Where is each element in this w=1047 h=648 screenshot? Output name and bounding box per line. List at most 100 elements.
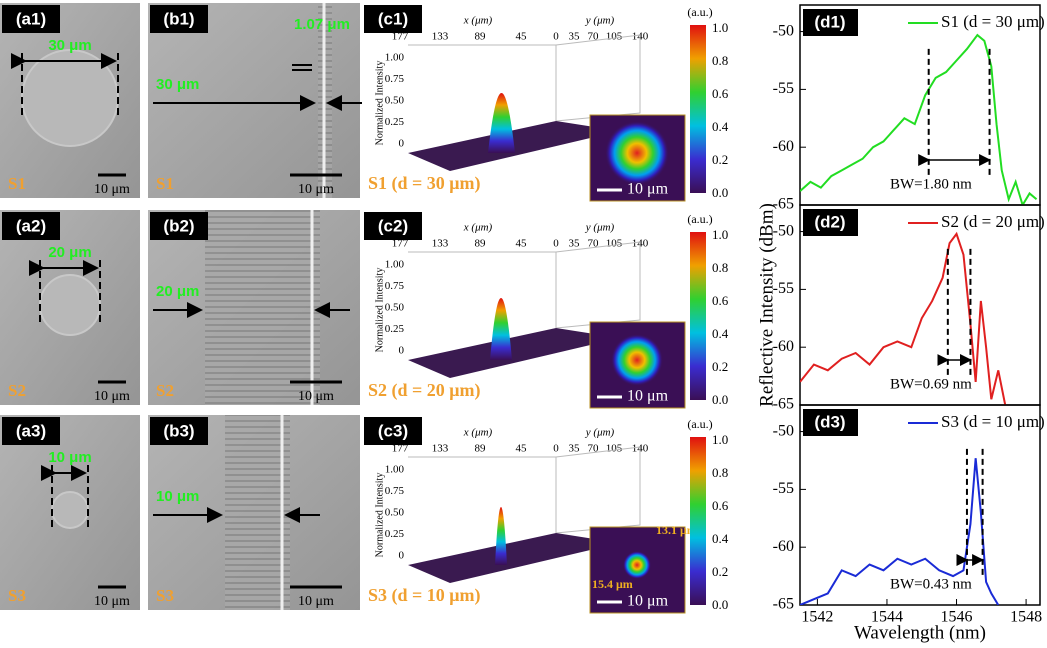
peak [490, 298, 512, 360]
colorbar-tick: 0.2 [712, 564, 728, 579]
panel-label: (a1) [16, 9, 46, 28]
colorbar [690, 25, 706, 193]
y-tick-label: -50 [773, 22, 794, 39]
caption: S2 (d = 20 μm) [368, 380, 480, 401]
y-tick-label: 105 [606, 31, 623, 43]
z-tick-label: 0 [399, 345, 405, 357]
x-tick-label: 45 [516, 31, 528, 43]
inset-scale-label: 10 μm [627, 593, 669, 610]
y-tick-label: -55 [773, 480, 794, 497]
scale-label: 10 μm [94, 182, 130, 197]
figure: (a1)30 μmS110 μm(a2)20 μmS210 μm(a3)10 μ… [0, 0, 1047, 648]
sample-label: S3 [8, 586, 26, 605]
colorbar-tick: 0.8 [712, 53, 728, 68]
z-tick-label: 0.50 [385, 95, 405, 107]
z-tick-label: 0.50 [385, 507, 405, 519]
y-tick-label: -55 [773, 80, 794, 97]
z-tick-label: 0.25 [385, 528, 405, 540]
colorbar-tick: 0.8 [712, 465, 728, 480]
inset-scale-label: 10 μm [627, 388, 669, 405]
z-tick-label: 1.00 [385, 259, 405, 271]
y-tick-label: -65 [773, 596, 794, 613]
x-tick-label: 89 [475, 31, 487, 43]
cell [40, 275, 100, 335]
box-frame [556, 242, 640, 328]
y-tick-label: 35 [569, 31, 581, 43]
x-tick-label: 0 [553, 238, 559, 250]
x-tick-label: 133 [432, 31, 449, 43]
size-label: 20 μm [48, 244, 91, 261]
peak [495, 507, 507, 565]
z-axis-label: Normalized Intensity [374, 268, 385, 353]
mode-profile [611, 334, 663, 386]
axis-label: y (μm) [585, 222, 615, 234]
bw-label: BW=1.80 nm [890, 176, 972, 192]
x-tick-label: 0 [553, 31, 559, 43]
mode-profile [623, 551, 651, 579]
z-tick-label: 0.75 [385, 280, 405, 292]
sample-label: S1 [8, 174, 26, 193]
colorbar-tick: 1.0 [712, 432, 728, 447]
colorbar-tick: 0.4 [712, 531, 729, 546]
bw-label: BW=0.69 nm [890, 376, 972, 392]
x-tick-label: 45 [516, 238, 528, 250]
panel-label: (b3) [163, 421, 194, 440]
x-tick-label: 89 [475, 443, 487, 455]
x-tick-label: 89 [475, 238, 487, 250]
z-tick-label: 0.25 [385, 116, 405, 128]
x-axis-label: Wavelength (nm) [854, 622, 986, 643]
z-tick-label: 0.75 [385, 485, 405, 497]
panel-label: (b2) [163, 216, 194, 235]
axis-label: x (μm) [463, 222, 493, 234]
y-tick-label: 105 [606, 443, 623, 455]
legend-label: S3 (d = 10 μm) [941, 412, 1045, 431]
y-tick-label: 35 [569, 238, 581, 250]
sample-label: S1 [156, 174, 174, 193]
box-frame [408, 252, 556, 328]
colorbar-tick: 0.6 [712, 293, 729, 308]
y-tick-label: -60 [773, 338, 794, 355]
panel-label: (a3) [16, 421, 46, 440]
x-tick-label: 45 [516, 443, 528, 455]
colorbar-tick: 0.6 [712, 498, 729, 513]
box-frame [556, 35, 640, 121]
axis-label: x (μm) [463, 427, 493, 439]
grating [205, 210, 320, 405]
colorbar-unit: (a.u.) [687, 5, 712, 19]
axis-label: y (μm) [585, 427, 615, 439]
colorbar-tick: 0.4 [712, 119, 729, 134]
x-tick-label: 177 [392, 443, 409, 455]
colorbar-tick: 1.0 [712, 20, 728, 35]
colorbar-tick: 0.0 [712, 597, 728, 612]
x-tick-label: 133 [432, 238, 449, 250]
z-tick-label: 1.00 [385, 464, 405, 476]
axis-label: x (μm) [463, 15, 493, 27]
y-tick-label: -65 [773, 396, 794, 413]
z-tick-label: 0.75 [385, 73, 405, 85]
y-tick-label: -50 [773, 422, 794, 439]
scale-label: 10 μm [298, 389, 334, 404]
y-tick-label: 35 [569, 443, 581, 455]
bw-label: BW=0.43 nm [890, 576, 972, 592]
period-label: 1.07 μm [294, 16, 350, 33]
panel-label: (d1) [814, 12, 845, 31]
colorbar-tick: 1.0 [712, 227, 728, 242]
axis-label: y (μm) [585, 15, 615, 27]
colorbar-unit: (a.u.) [687, 417, 712, 431]
colorbar-tick: 0.4 [712, 326, 729, 341]
z-axis-label: Normalized Intensity [374, 61, 385, 146]
caption: S3 (d = 10 μm) [368, 585, 480, 606]
size-label: 20 μm [156, 283, 199, 300]
floor [408, 533, 620, 583]
y-tick-label: -50 [773, 222, 794, 239]
x-tick-label: 1548 [1010, 609, 1042, 626]
legend-label: S2 (d = 20 μm) [941, 212, 1045, 231]
colorbar-tick: 0.2 [712, 359, 728, 374]
panel-label: (c3) [378, 421, 408, 440]
size-label: 10 μm [48, 449, 91, 466]
size-label: 10 μm [156, 488, 199, 505]
cell [22, 50, 118, 146]
x-tick-label: 177 [392, 31, 409, 43]
sample-label: S3 [156, 586, 174, 605]
panel-label: (c1) [378, 9, 408, 28]
